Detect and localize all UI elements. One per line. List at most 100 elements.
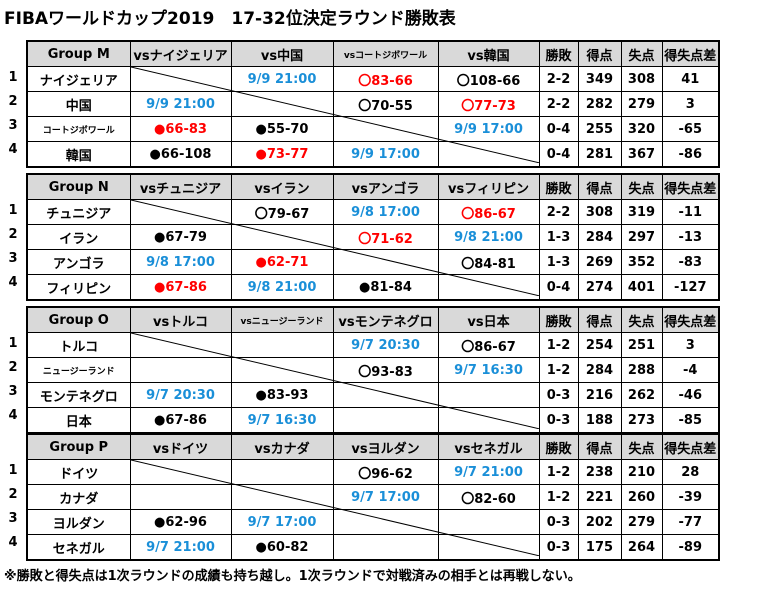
stat-diff: -89: [661, 534, 720, 561]
stat-record: 1-2: [538, 459, 579, 485]
rank-number: 3: [8, 118, 18, 133]
vs-header: vsヨルダン: [332, 433, 439, 460]
self-cell: [230, 91, 334, 117]
team-name: セネガル: [26, 534, 131, 561]
stat-record: 1-2: [538, 484, 579, 510]
stat-header: 得点: [577, 173, 622, 200]
vs-header: vsチュニジア: [129, 173, 232, 200]
team-name: トルコ: [26, 332, 131, 358]
stat-pf: 238: [577, 459, 622, 485]
stat-header: 勝敗: [538, 173, 579, 200]
stat-pa: 251: [620, 332, 663, 358]
vs-header: vsトルコ: [129, 306, 232, 333]
match-cell: ●60-82: [230, 534, 334, 561]
stat-pf: 221: [577, 484, 622, 510]
stat-diff: -11: [661, 199, 720, 225]
match-cell: ●62-96: [129, 509, 232, 535]
stat-header: 得失点差: [661, 433, 720, 460]
vs-header: vsニュージーランド: [230, 306, 334, 333]
vs-header: vs中国: [230, 40, 334, 67]
group-name: Group M: [26, 40, 131, 67]
page-title: FIBAワールドカップ2019 17-32位決定ラウンド勝敗表: [4, 9, 456, 29]
rank-number: 4: [8, 408, 18, 423]
match-cell: 9/8 17:00: [129, 249, 232, 275]
team-name: アンゴラ: [26, 249, 131, 275]
stat-record: 0-3: [538, 382, 579, 408]
table-row: チュニジア 〇79-67 9/8 17:00 〇86-67 2-2 308 319 -11: [26, 199, 720, 225]
rank-number: 4: [8, 142, 18, 157]
stat-pa: 260: [620, 484, 663, 510]
stat-diff: -127: [661, 274, 720, 301]
match-cell: 9/7 17:00: [230, 509, 334, 535]
match-cell: 9/8 21:00: [437, 224, 540, 250]
table-row: ドイツ 〇96-62 9/7 21:00 1-2 238 210 28: [26, 459, 720, 485]
stat-header: 勝敗: [538, 433, 579, 460]
table-row: トルコ 9/7 20:30 〇86-67 1-2 254 251 3: [26, 332, 720, 358]
match-cell: [332, 534, 439, 561]
match-cell: ●67-86: [129, 274, 232, 301]
vs-header: vsカナダ: [230, 433, 334, 460]
match-cell: 9/9 17:00: [332, 141, 439, 168]
table-row: イラン ●67-79 〇71-62 9/8 21:00 1-3 284 297 -13: [26, 224, 720, 250]
self-cell: [437, 534, 540, 561]
stat-diff: 41: [661, 66, 720, 92]
stat-header: 失点: [620, 173, 663, 200]
stat-diff: 3: [661, 91, 720, 117]
table-row: アンゴラ 9/8 17:00 ●62-71 〇84-81 1-3 269 352 -83: [26, 249, 720, 275]
stat-header: 勝敗: [538, 40, 579, 67]
stat-record: 0-4: [538, 274, 579, 301]
table-row: モンテネグロ 9/7 20:30 ●83-93 0-3 216 262 -46: [26, 382, 720, 408]
match-cell: [437, 382, 540, 408]
match-cell: ●83-93: [230, 382, 334, 408]
match-cell: ●67-86: [129, 407, 232, 434]
team-name: コートジボワール: [26, 116, 131, 142]
stat-diff: -83: [661, 249, 720, 275]
rank-number: 1: [8, 70, 18, 85]
vs-header: vsイラン: [230, 173, 334, 200]
stat-record: 0-4: [538, 141, 579, 168]
vs-header: vsモンテネグロ: [332, 306, 439, 333]
stat-header: 失点: [620, 433, 663, 460]
stat-header: 得点: [577, 433, 622, 460]
stat-header: 得失点差: [661, 173, 720, 200]
stat-pf: 281: [577, 141, 622, 168]
stat-record: 0-3: [538, 509, 579, 535]
self-cell: [332, 116, 439, 142]
self-cell: [437, 274, 540, 301]
match-cell: ●62-71: [230, 249, 334, 275]
match-cell: 〇70-55: [332, 91, 439, 117]
stat-pa: 273: [620, 407, 663, 434]
vs-header: vs日本: [437, 306, 540, 333]
match-cell: [332, 407, 439, 434]
match-cell: 〇83-66: [332, 66, 439, 92]
table-row: セネガル 9/7 21:00 ●60-82 0-3 175 264 -89: [26, 534, 720, 561]
stat-pf: 216: [577, 382, 622, 408]
stat-pf: 284: [577, 224, 622, 250]
stat-pf: 175: [577, 534, 622, 561]
vs-header: vsセネガル: [437, 433, 540, 460]
match-cell: 9/8 17:00: [332, 199, 439, 225]
rank-number: 1: [8, 336, 18, 351]
stat-pf: 254: [577, 332, 622, 358]
stat-record: 1-3: [538, 249, 579, 275]
stat-diff: -13: [661, 224, 720, 250]
match-cell: 9/7 20:30: [129, 382, 232, 408]
self-cell: [332, 509, 439, 535]
match-cell: 9/9 21:00: [129, 91, 232, 117]
match-cell: 〇93-83: [332, 357, 439, 383]
match-cell: [230, 459, 334, 485]
table-row: ニュージーランド 〇93-83 9/7 16:30 1-2 284 288 -4: [26, 357, 720, 383]
stat-pa: 297: [620, 224, 663, 250]
stat-record: 1-3: [538, 224, 579, 250]
rank-number: 3: [8, 384, 18, 399]
rank-number: 3: [8, 251, 18, 266]
stat-record: 0-3: [538, 407, 579, 434]
match-cell: ●66-83: [129, 116, 232, 142]
stat-pa: 319: [620, 199, 663, 225]
group-name: Group O: [26, 306, 131, 333]
self-cell: [230, 224, 334, 250]
match-cell: ●55-70: [230, 116, 334, 142]
match-cell: ●81-84: [332, 274, 439, 301]
